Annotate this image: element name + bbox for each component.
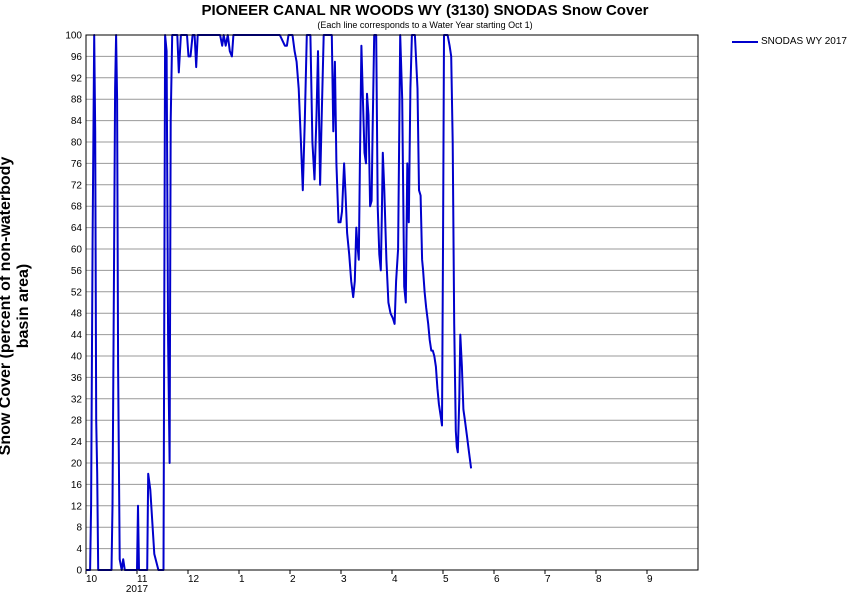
x-tick-label: 2: [290, 574, 296, 585]
series-lines: [86, 34, 473, 571]
y-tick-label: 88: [71, 95, 83, 106]
y-tick-label: 32: [71, 394, 83, 405]
y-tick-label: 84: [71, 116, 83, 127]
y-tick-label: 36: [71, 373, 83, 384]
x-tick-label: 10: [86, 574, 98, 585]
y-tick-label: 8: [76, 523, 82, 534]
y-tick-label: 92: [71, 73, 83, 84]
y-tick-labels: 0481216202428323640444852566064687276808…: [65, 31, 82, 577]
y-tick-label: 44: [71, 330, 83, 341]
y-tick-label: 60: [71, 245, 83, 256]
x-tick-label: 5: [443, 574, 449, 585]
x-tick-label: 11: [137, 574, 148, 585]
y-tick-label: 48: [71, 309, 83, 320]
chart-title: PIONEER CANAL NR WOODS WY (3130) SNODAS …: [201, 2, 649, 19]
legend: SNODAS WY 2017: [732, 36, 847, 47]
x-tick-label: 8: [596, 574, 602, 585]
x-tick-label: 12: [188, 574, 200, 585]
y-tick-label: 96: [71, 52, 83, 63]
y-tick-label: 72: [71, 180, 83, 191]
series-line-0: [86, 34, 473, 571]
y-tick-label: 40: [71, 352, 83, 363]
x-tick-label: 9: [647, 574, 653, 585]
y-tick-label: 24: [71, 437, 83, 448]
grid-lines: [86, 34, 698, 571]
x-tick-label: 6: [494, 574, 500, 585]
legend-entry: SNODAS WY 2017: [761, 36, 847, 47]
chart-subtitle: (Each line corresponds to a Water Year s…: [317, 20, 533, 30]
x-tick-label: 3: [341, 574, 347, 585]
y-tick-label: 20: [71, 459, 83, 470]
y-tick-label: 16: [71, 480, 83, 491]
year-label: 2017: [126, 584, 149, 595]
y-tick-label: 100: [65, 31, 82, 42]
y-tick-label: 4: [76, 544, 82, 555]
y-tick-label: 56: [71, 266, 83, 277]
x-tick-labels: 10 11 12 1 2 3 4 5 6 7 8 9: [85, 570, 653, 585]
y-tick-label: 0: [76, 566, 82, 577]
x-tick-label: 1: [239, 574, 245, 585]
y-tick-label: 80: [71, 138, 83, 149]
y-tick-label: 68: [71, 202, 83, 213]
plot-frame: [85, 34, 699, 571]
y-tick-label: 28: [71, 416, 83, 427]
y-tick-label: 64: [71, 223, 83, 234]
x-tick-label: 7: [545, 574, 551, 585]
x-tick-label: 4: [392, 574, 398, 585]
y-tick-label: 52: [71, 287, 83, 298]
y-tick-label: 12: [71, 501, 83, 512]
y-tick-label: 76: [71, 159, 83, 170]
legend-swatch: [732, 40, 758, 43]
